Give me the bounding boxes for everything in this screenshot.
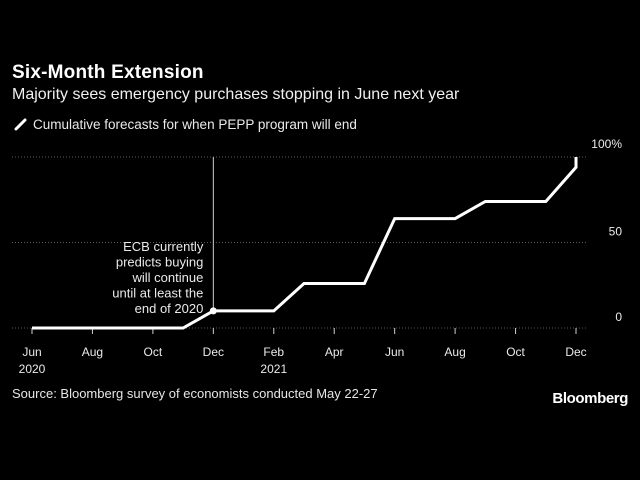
x-tick-year-label: 2020 — [19, 362, 46, 376]
chart-title: Six-Month Extension — [12, 62, 204, 83]
annotation-text-line: will continue — [132, 270, 204, 285]
x-tick-label: Jun — [385, 345, 404, 359]
y-tick-label: 100% — [591, 137, 622, 151]
y-tick-label: 0 — [615, 310, 622, 324]
x-tick-label: Jun — [22, 345, 41, 359]
legend: Cumulative forecasts for when PEPP progr… — [14, 117, 357, 132]
x-tick-label: Feb — [263, 345, 284, 359]
annotation-marker — [209, 307, 217, 315]
bloomberg-logo: Bloomberg — [552, 390, 628, 407]
series-line-0 — [32, 157, 578, 330]
x-tick-label: Oct — [506, 345, 525, 359]
chart-subtitle: Majority sees emergency purchases stoppi… — [12, 86, 460, 103]
x-tick-label: Aug — [444, 345, 465, 359]
x-tick-label: Aug — [82, 345, 103, 359]
legend-line-icon — [14, 118, 27, 131]
x-tick-label: Apr — [325, 345, 344, 359]
source-note: Source: Bloomberg survey of economists c… — [12, 386, 378, 401]
x-tick-label: Dec — [565, 345, 586, 359]
annotation-text-line: end of 2020 — [135, 301, 204, 316]
legend-label: Cumulative forecasts for when PEPP progr… — [33, 117, 357, 132]
x-tick-label: Oct — [144, 345, 163, 359]
x-tick-year-label: 2021 — [260, 362, 287, 376]
annotation-text-line: ECB currently — [123, 239, 204, 254]
annotation-text-line: until at least the — [112, 286, 203, 301]
y-tick-label: 50 — [609, 225, 623, 239]
x-tick-label: Dec — [203, 345, 224, 359]
annotation-text-line: predicts buying — [116, 255, 203, 270]
